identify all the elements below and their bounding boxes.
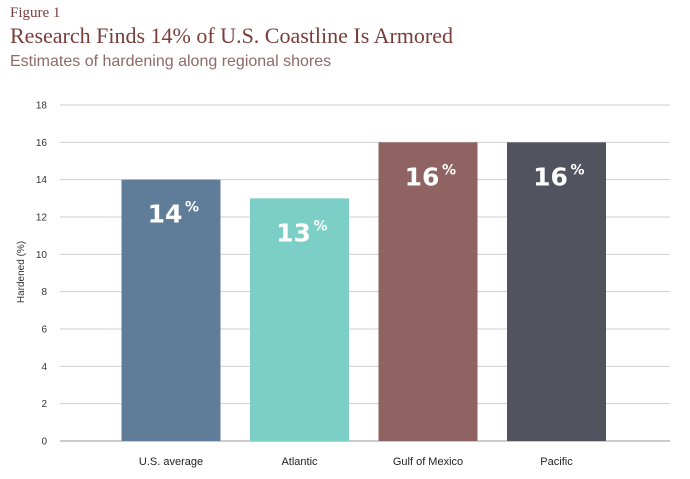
bar	[507, 142, 606, 442]
y-tick-label: 16	[36, 138, 48, 149]
x-category-label: U.S. average	[139, 456, 203, 468]
chart-subtitle: Estimates of hardening along regional sh…	[10, 53, 332, 70]
y-tick-label: 4	[41, 362, 47, 373]
bar-value-suffix: %	[185, 200, 199, 216]
chart-title: Research Finds 14% of U.S. Coastline Is …	[10, 23, 453, 48]
y-tick-label: 18	[36, 101, 48, 112]
bar-value-label: 16	[533, 162, 568, 191]
y-tick-label: 8	[41, 287, 47, 298]
y-tick-label: 0	[41, 437, 47, 448]
bar-value-label: 13	[276, 218, 311, 247]
y-axis-label: Hardened (%)	[16, 241, 27, 303]
bar-value-label: 16	[405, 162, 440, 191]
bar	[121, 179, 221, 441]
y-tick-label: 6	[41, 325, 47, 336]
bar	[250, 198, 349, 441]
x-category-label: Atlantic	[281, 456, 318, 468]
x-category-label: Pacific	[540, 456, 573, 468]
bar-value-suffix: %	[570, 162, 584, 178]
bar-value-label: 14	[148, 200, 183, 229]
label-layer: 14 % U.S. average 13 % Atlantic 16 % Gulf of Mex…	[139, 162, 585, 468]
y-tick-label: 2	[41, 399, 47, 410]
bar-layer	[121, 142, 606, 442]
figure-label: Figure 1	[10, 5, 61, 21]
y-tick-label: 10	[36, 250, 48, 261]
y-tick-label: 12	[36, 213, 48, 224]
bar-value-suffix: %	[313, 218, 327, 234]
x-category-label: Gulf of Mexico	[393, 456, 463, 468]
bar	[378, 142, 478, 442]
y-tick-label: 14	[36, 175, 48, 186]
bar-value-suffix: %	[442, 162, 456, 178]
